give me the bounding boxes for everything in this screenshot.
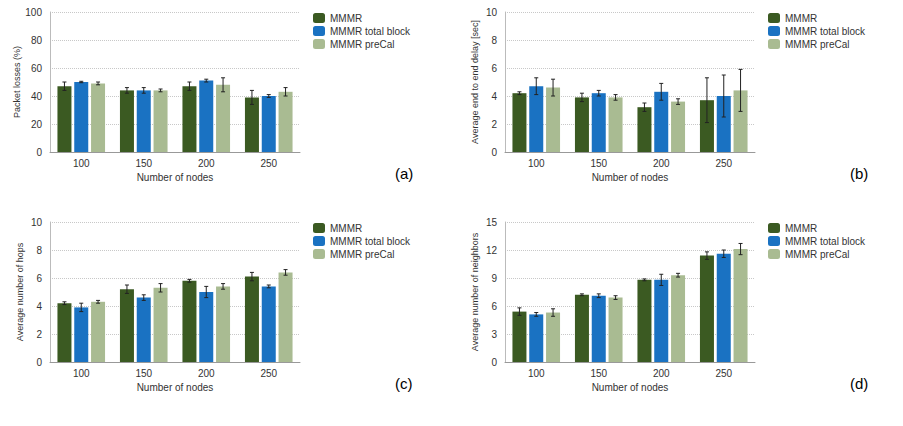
svg-text:9: 9 (491, 273, 497, 284)
svg-text:(c): (c) (395, 375, 413, 392)
svg-text:12: 12 (486, 245, 498, 256)
svg-text:150: 150 (590, 158, 607, 169)
svg-text:0: 0 (491, 147, 497, 158)
svg-text:6: 6 (491, 63, 497, 74)
svg-text:10: 10 (486, 7, 498, 18)
svg-text:MMMR total block: MMMR total block (330, 236, 411, 247)
svg-text:MMMR: MMMR (330, 13, 362, 24)
svg-text:MMMR preCal: MMMR preCal (785, 249, 849, 260)
svg-text:150: 150 (135, 158, 152, 169)
svg-text:MMMR: MMMR (785, 13, 817, 24)
svg-text:10: 10 (31, 217, 43, 228)
svg-text:4: 4 (36, 301, 42, 312)
svg-text:3: 3 (491, 329, 497, 340)
svg-text:100: 100 (528, 368, 545, 379)
svg-text:6: 6 (491, 301, 497, 312)
svg-text:200: 200 (198, 368, 215, 379)
svg-text:Average number of neighbors: Average number of neighbors (470, 232, 480, 351)
svg-text:8: 8 (36, 245, 42, 256)
svg-text:(d): (d) (850, 375, 868, 392)
svg-text:60: 60 (31, 63, 43, 74)
svg-text:250: 250 (715, 368, 732, 379)
svg-text:40: 40 (31, 91, 43, 102)
svg-text:Average number of hops: Average number of hops (15, 242, 25, 341)
svg-text:MMMR: MMMR (330, 223, 362, 234)
svg-text:0: 0 (36, 147, 42, 158)
svg-text:Number of nodes: Number of nodes (592, 172, 669, 183)
svg-text:200: 200 (198, 158, 215, 169)
svg-text:100: 100 (73, 158, 90, 169)
svg-text:Number of nodes: Number of nodes (137, 382, 214, 393)
svg-text:Number of nodes: Number of nodes (137, 172, 214, 183)
svg-text:MMMR total block: MMMR total block (785, 26, 866, 37)
svg-text:MMMR total block: MMMR total block (330, 26, 411, 37)
svg-text:MMMR: MMMR (785, 223, 817, 234)
svg-text:0: 0 (491, 357, 497, 368)
svg-text:Packet losses (%): Packet losses (%) (12, 46, 22, 118)
svg-text:15: 15 (486, 217, 498, 228)
svg-text:MMMR preCal: MMMR preCal (330, 39, 394, 50)
svg-text:Average end to end delay [sec]: Average end to end delay [sec] (470, 20, 480, 144)
svg-text:(a): (a) (395, 165, 413, 182)
svg-text:2: 2 (36, 329, 42, 340)
svg-text:(b): (b) (850, 165, 868, 182)
svg-text:8: 8 (491, 35, 497, 46)
svg-text:6: 6 (36, 273, 42, 284)
svg-text:20: 20 (31, 119, 43, 130)
svg-text:250: 250 (260, 368, 277, 379)
svg-text:80: 80 (31, 35, 43, 46)
svg-text:250: 250 (260, 158, 277, 169)
svg-text:150: 150 (590, 368, 607, 379)
svg-text:Number of nodes: Number of nodes (592, 382, 669, 393)
svg-text:250: 250 (715, 158, 732, 169)
svg-text:100: 100 (25, 7, 42, 18)
svg-text:150: 150 (135, 368, 152, 379)
svg-text:200: 200 (653, 158, 670, 169)
svg-text:MMMR preCal: MMMR preCal (330, 249, 394, 260)
svg-text:200: 200 (653, 368, 670, 379)
svg-text:MMMR preCal: MMMR preCal (785, 39, 849, 50)
svg-text:100: 100 (73, 368, 90, 379)
svg-text:MMMR total block: MMMR total block (785, 236, 866, 247)
svg-text:100: 100 (528, 158, 545, 169)
svg-text:2: 2 (491, 119, 497, 130)
svg-text:4: 4 (491, 91, 497, 102)
svg-text:0: 0 (36, 357, 42, 368)
